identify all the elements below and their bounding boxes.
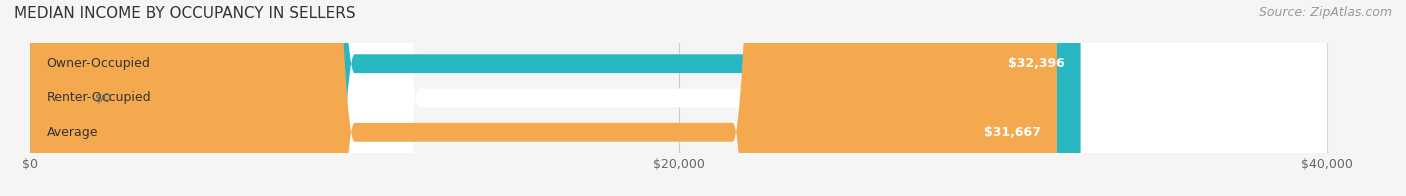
FancyBboxPatch shape: [31, 0, 1057, 196]
FancyBboxPatch shape: [31, 0, 1327, 196]
Text: Renter-Occupied: Renter-Occupied: [46, 92, 150, 104]
Text: Owner-Occupied: Owner-Occupied: [46, 57, 150, 70]
Text: $0: $0: [96, 92, 111, 104]
FancyBboxPatch shape: [31, 0, 1081, 196]
Text: MEDIAN INCOME BY OCCUPANCY IN SELLERS: MEDIAN INCOME BY OCCUPANCY IN SELLERS: [14, 6, 356, 21]
Text: Source: ZipAtlas.com: Source: ZipAtlas.com: [1258, 6, 1392, 19]
Text: $31,667: $31,667: [984, 126, 1040, 139]
Text: Average: Average: [46, 126, 98, 139]
FancyBboxPatch shape: [31, 0, 1327, 196]
Text: $32,396: $32,396: [1008, 57, 1064, 70]
FancyBboxPatch shape: [31, 0, 1327, 196]
